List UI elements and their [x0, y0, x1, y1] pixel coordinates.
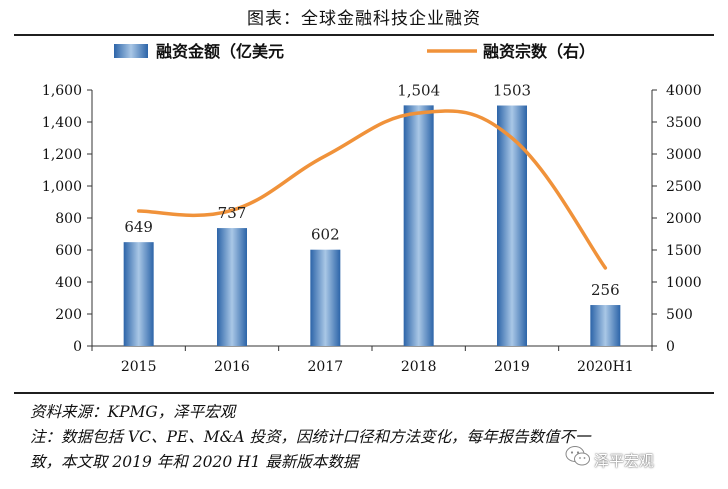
x-tick-label: 2017 — [308, 359, 344, 375]
chart: 融资金额（亿美元 融资宗数（右） 0 200 400 600 800 1,000 1,200 1… — [42, 42, 702, 375]
left-tick-label: 1,600 — [42, 83, 82, 99]
left-tick-label: 400 — [55, 275, 82, 291]
bar-value-label: 737 — [218, 204, 247, 222]
watermark-text: 泽平宏观 — [594, 452, 655, 470]
top-rule — [14, 34, 714, 36]
x-tick-label: 2019 — [494, 359, 530, 375]
left-tick-label: 200 — [55, 307, 82, 323]
x-tick-label: 2018 — [401, 359, 437, 375]
legend-bar-label: 融资金额（亿美元 — [156, 42, 284, 61]
x-tick-label: 2020H1 — [577, 359, 634, 375]
left-tick-label: 800 — [55, 211, 82, 227]
legend-bar-swatch — [114, 44, 148, 58]
bar-value-label: 256 — [591, 281, 620, 299]
note-line-1: 注：数据包括 VC、PE、M&A 投资，因统计口径和方法变化，每年报告数值不一 — [30, 428, 591, 446]
figure-title: 图表：全球金融科技企业融资 — [247, 9, 481, 29]
left-tick-label: 1,000 — [42, 179, 82, 195]
x-tick-label: 2015 — [121, 359, 157, 375]
right-tick-label: 1500 — [666, 243, 702, 259]
bar — [590, 305, 621, 346]
bar — [403, 105, 434, 346]
bar — [310, 249, 341, 346]
source-note: 资料来源：KPMG，泽平宏观 — [30, 403, 236, 421]
bar-value-label: 602 — [311, 226, 340, 244]
bar-value-label: 649 — [124, 218, 153, 236]
right-tick-label: 3500 — [666, 115, 702, 131]
notes: 资料来源：KPMG，泽平宏观 注：数据包括 VC、PE、M&A 投资，因统计口径… — [30, 400, 591, 475]
right-tick-label: 0 — [666, 339, 675, 355]
right-tick-label: 500 — [666, 307, 693, 323]
x-tick-label: 2016 — [214, 359, 250, 375]
bars — [123, 105, 621, 347]
right-tick-label: 2000 — [666, 211, 702, 227]
bar — [497, 105, 527, 347]
bar — [217, 228, 247, 346]
right-tick-label: 4000 — [666, 83, 702, 99]
bottom-rule — [14, 392, 714, 394]
wechat-icon — [565, 446, 590, 466]
legend-line-label: 融资宗数（右） — [483, 42, 595, 61]
legend: 融资金额（亿美元 融资宗数（右） — [114, 42, 595, 61]
line-path — [136, 109, 608, 270]
right-tick-label: 2500 — [666, 179, 702, 195]
left-tick-label: 0 — [73, 339, 82, 355]
left-tick-label: 1,400 — [42, 115, 82, 131]
note-line-2: 致，本文取 2019 年和 2020 H1 最新版本数据 — [30, 453, 359, 471]
axes: 0 200 400 600 800 1,000 1,200 1,400 1,600 0 500 100… — [42, 83, 702, 375]
left-tick-label: 600 — [55, 243, 82, 259]
bar-value-label: 1503 — [493, 82, 531, 100]
left-tick-label: 1,200 — [42, 147, 82, 163]
bar-value-label: 1,504 — [397, 81, 440, 99]
right-tick-label: 3000 — [666, 147, 702, 163]
right-tick-label: 1000 — [666, 275, 702, 291]
line-series: 649 737 602 1,504 1503 256 — [124, 81, 619, 299]
bar — [123, 242, 154, 346]
